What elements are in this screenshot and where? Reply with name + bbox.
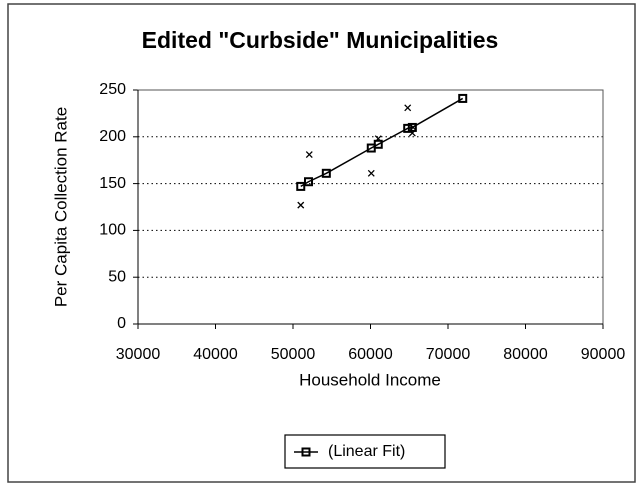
fit-point — [458, 93, 468, 103]
scatter-point — [297, 201, 305, 209]
x-tick-label: 70000 — [426, 346, 471, 363]
chart-title: Edited "Curbside" Municipalities — [142, 27, 499, 53]
legend-label: (Linear Fit) — [328, 443, 405, 460]
fit-point — [403, 123, 413, 133]
x-tick-label: 90000 — [581, 346, 626, 363]
plot-frame — [137, 89, 604, 325]
y-tick-label: 0 — [117, 315, 126, 332]
legend-marker — [301, 447, 311, 457]
x-axis-label: Household Income — [299, 370, 441, 389]
scatter-point — [305, 151, 313, 159]
scatter-point — [404, 104, 412, 112]
scatter-point — [367, 169, 375, 177]
y-tick-label: 250 — [99, 81, 126, 98]
x-tick-label: 80000 — [503, 346, 548, 363]
y-axis-label: Per Capita Collection Rate — [51, 107, 70, 307]
x-tick-label: 50000 — [271, 346, 316, 363]
x-tick-label: 40000 — [193, 346, 238, 363]
fit-point — [296, 181, 306, 191]
x-tick-label: 30000 — [116, 346, 161, 363]
fit-point — [407, 122, 417, 132]
fit-point — [304, 177, 313, 187]
y-tick-label: 50 — [108, 268, 126, 285]
x-tick-label: 60000 — [348, 346, 393, 363]
y-tick-label: 200 — [99, 128, 126, 145]
fit-point — [373, 139, 383, 149]
chart-border — [7, 3, 636, 483]
y-tick-label: 100 — [99, 222, 126, 239]
fit-point — [321, 168, 331, 178]
y-tick-label: 150 — [99, 175, 126, 192]
